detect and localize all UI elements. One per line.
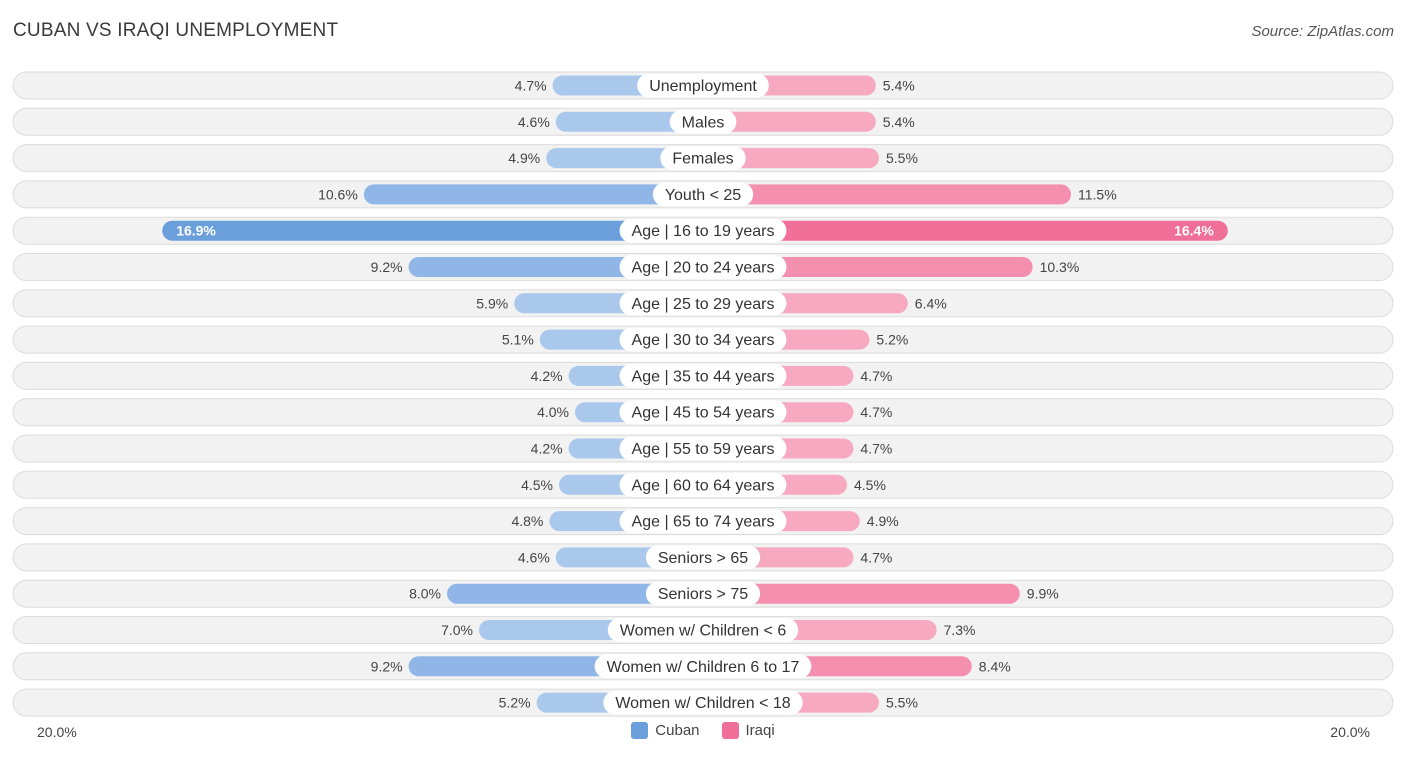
value-label-cuban: 4.5% — [521, 477, 553, 493]
value-label-cuban: 7.0% — [441, 622, 473, 638]
category-label: Males — [682, 114, 725, 131]
value-label-cuban: 4.6% — [518, 114, 550, 130]
value-label-cuban: 5.2% — [499, 695, 531, 711]
category-label-bg — [645, 545, 761, 570]
category-label-bg — [619, 400, 787, 425]
category-label: Age | 16 to 19 years — [632, 223, 775, 240]
chart-title: CUBAN VS IRAQI UNEMPLOYMENT — [13, 20, 339, 41]
category-label: Age | 30 to 34 years — [632, 332, 775, 349]
value-label-iraqi: 5.4% — [883, 114, 915, 130]
value-label-iraqi: 6.4% — [915, 295, 947, 311]
value-label-iraqi: 16.4% — [1174, 223, 1214, 239]
category-label-bg — [637, 73, 769, 98]
category-label: Women w/ Children < 6 — [620, 623, 787, 640]
value-label-iraqi: 11.5% — [1078, 186, 1117, 202]
value-label-iraqi: 4.7% — [860, 549, 892, 565]
category-label-bg — [619, 327, 787, 352]
category-label-bg — [619, 509, 787, 534]
value-label-cuban: 16.9% — [176, 223, 216, 239]
bar-iraqi — [693, 583, 1020, 604]
category-label-bg — [594, 654, 812, 679]
category-label-bg — [603, 690, 803, 715]
category-label: Women w/ Children < 18 — [615, 695, 790, 712]
axis-label-left: 20.0% — [37, 724, 77, 740]
category-label: Age | 35 to 44 years — [632, 368, 775, 385]
category-label-bg — [619, 472, 787, 497]
value-label-iraqi: 7.3% — [944, 622, 976, 638]
bar-iraqi — [693, 184, 1071, 205]
category-label-bg — [669, 109, 737, 134]
category-label-bg — [619, 363, 787, 388]
value-label-iraqi: 4.9% — [867, 513, 899, 529]
category-label-bg — [619, 218, 787, 243]
category-label: Age | 65 to 74 years — [632, 514, 775, 531]
value-label-cuban: 4.0% — [537, 404, 569, 420]
category-label-bg — [619, 255, 787, 279]
category-label-bg — [619, 436, 787, 461]
category-label-bg — [607, 618, 799, 642]
category-label-bg — [652, 182, 754, 207]
value-label-iraqi: 4.7% — [860, 404, 892, 420]
value-label-iraqi: 10.3% — [1040, 259, 1080, 275]
category-label: Age | 55 to 59 years — [632, 441, 775, 458]
category-label: Women w/ Children 6 to 17 — [607, 659, 800, 676]
value-label-iraqi: 9.9% — [1027, 586, 1059, 602]
category-label: Age | 45 to 54 years — [632, 405, 775, 422]
bar-cuban — [363, 184, 713, 205]
category-label: Females — [672, 151, 733, 168]
legend-label-cuban: Cuban — [655, 722, 700, 739]
value-label-iraqi: 5.2% — [876, 332, 908, 348]
value-label-iraqi: 4.7% — [860, 441, 892, 457]
legend-swatch-cuban — [631, 722, 649, 739]
legend-label-iraqi: Iraqi — [745, 722, 775, 739]
value-label-cuban: 10.6% — [318, 186, 358, 202]
value-label-iraqi: 4.7% — [860, 368, 892, 384]
value-label-cuban: 9.2% — [371, 259, 403, 275]
value-label-iraqi: 5.4% — [883, 78, 915, 94]
value-label-cuban: 5.9% — [476, 295, 508, 311]
category-label: Seniors > 75 — [658, 586, 748, 603]
bar-cuban — [162, 220, 713, 241]
value-label-cuban: 4.9% — [508, 150, 540, 166]
category-label: Seniors > 65 — [658, 550, 748, 567]
value-label-cuban: 9.2% — [371, 658, 403, 674]
value-label-cuban: 4.2% — [531, 441, 563, 457]
value-label-cuban: 4.8% — [511, 513, 543, 529]
value-label-cuban: 5.1% — [502, 332, 534, 348]
category-label: Age | 60 to 64 years — [632, 477, 775, 494]
value-label-cuban: 4.7% — [515, 78, 547, 94]
category-label-bg — [619, 291, 787, 316]
legend: Cuban Iraqi — [0, 722, 1406, 739]
category-label: Unemployment — [649, 78, 757, 95]
axis-label-right: 20.0% — [1330, 724, 1370, 740]
value-label-cuban: 4.6% — [518, 549, 550, 565]
value-label-iraqi: 5.5% — [886, 150, 918, 166]
category-label: Age | 25 to 29 years — [632, 296, 775, 313]
value-label-cuban: 4.2% — [531, 368, 563, 384]
source-label: Source: ZipAtlas.com — [1251, 23, 1394, 40]
bar-cuban — [447, 583, 713, 604]
legend-item-cuban[interactable]: Cuban — [631, 722, 700, 739]
legend-item-iraqi[interactable]: Iraqi — [721, 722, 775, 739]
bar-iraqi — [693, 220, 1228, 241]
bar-iraqi — [693, 111, 876, 132]
value-label-iraqi: 4.5% — [854, 477, 886, 493]
category-label: Age | 20 to 24 years — [632, 260, 775, 277]
legend-swatch-iraqi — [721, 722, 739, 739]
value-label-cuban: 8.0% — [409, 586, 441, 602]
category-label: Youth < 25 — [665, 187, 741, 204]
value-label-iraqi: 5.5% — [886, 695, 918, 711]
category-label-bg — [645, 581, 761, 606]
category-label-bg — [660, 146, 746, 171]
value-label-iraqi: 8.4% — [979, 658, 1011, 674]
